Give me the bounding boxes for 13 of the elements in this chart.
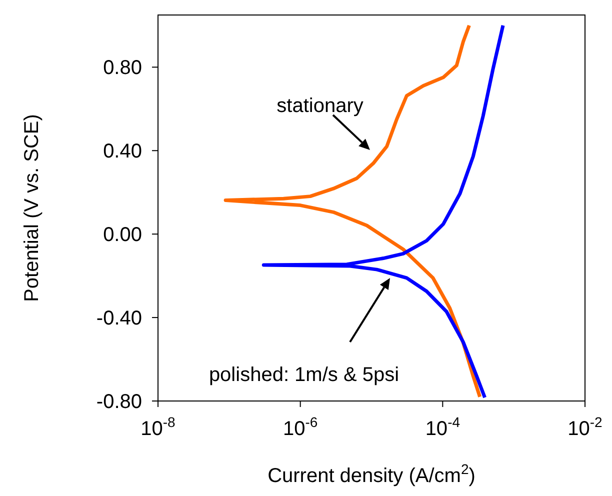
y-axis-title: Potential (V vs. SCE)	[21, 114, 43, 302]
x-tick-label: 10$^{-4}$	[425, 414, 460, 440]
x-tick-label: 10$^{-2}$	[568, 414, 603, 440]
y-tick-label: -0.40	[96, 308, 142, 330]
y-tick-label: 0.40	[103, 140, 142, 163]
annotation: stationary	[276, 95, 364, 117]
x-axis-title: Current density (A/cm$^{2}$)	[268, 461, 476, 487]
x-tick-label: 10$^{-6}$	[282, 414, 318, 440]
y-tick-label: 0.80	[103, 57, 142, 80]
y-tick-label: 0.00	[103, 224, 142, 246]
annotation: polished: 1m/s & 5psi	[208, 364, 400, 386]
x-tick-label: 10$^{-8}$	[140, 414, 176, 440]
y-tick-label: -0.80	[96, 391, 142, 413]
